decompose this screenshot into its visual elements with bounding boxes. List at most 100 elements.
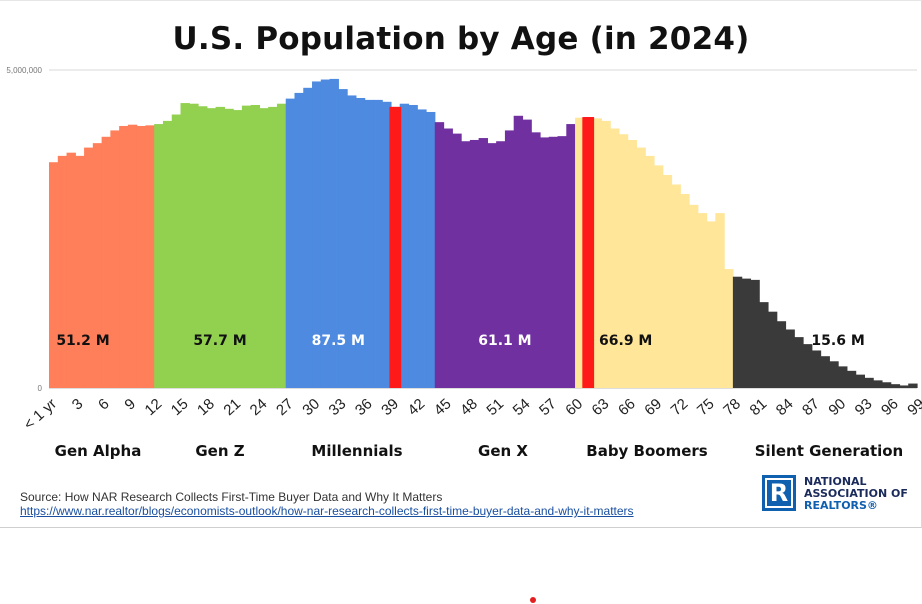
- generation-name: Baby Boomers: [586, 442, 708, 460]
- bar: [206, 108, 217, 388]
- bar: [689, 204, 699, 388]
- bar: [794, 337, 804, 388]
- bar: [811, 350, 822, 388]
- x-tick-label: 99: [904, 395, 922, 419]
- bar: [829, 361, 839, 388]
- bar: [653, 165, 664, 388]
- bar: [899, 385, 909, 388]
- bar: [426, 111, 436, 388]
- bar: [750, 279, 760, 388]
- population-chart: 0 5,000,000 51.2 M Gen Alpha 57.7 M Gen Z 87.5…: [6, 66, 922, 460]
- source-text: Source: How NAR Research Collects First-…: [20, 490, 443, 504]
- x-tick-label: 87: [799, 395, 823, 419]
- bar: [671, 184, 681, 388]
- bar: [382, 101, 392, 389]
- x-tick-label: 27: [273, 395, 297, 419]
- x-tick-label: 84: [773, 395, 797, 419]
- x-tick-label: 81: [747, 395, 771, 419]
- bar: [347, 95, 357, 388]
- generation-name: Millennials: [311, 442, 402, 460]
- highlight-bar: [582, 117, 595, 388]
- bar: [145, 125, 155, 388]
- x-tick-label: 3: [69, 395, 87, 413]
- bar: [776, 321, 787, 388]
- bar: [697, 213, 708, 388]
- realtor-logo-icon: R: [762, 475, 796, 511]
- bar: [224, 108, 234, 389]
- bar: [101, 136, 111, 388]
- x-tick-label: 9: [121, 395, 139, 413]
- x-tick-label: 51: [483, 395, 507, 419]
- source-link[interactable]: https://www.nar.realtor/blogs/economists…: [20, 504, 634, 518]
- bar: [803, 344, 813, 388]
- bar: [92, 143, 103, 388]
- bar: [250, 104, 261, 388]
- x-tick-label: 78: [720, 395, 744, 419]
- bar: [522, 119, 532, 389]
- bar: [566, 124, 576, 388]
- bar: [180, 103, 190, 388]
- bar: [513, 115, 524, 388]
- bar: [478, 138, 488, 388]
- series-total-label: 66.9 M: [599, 333, 652, 349]
- bar: [908, 383, 918, 388]
- bar: [732, 276, 743, 388]
- bar: [881, 382, 892, 388]
- x-tick-label: 45: [431, 395, 455, 419]
- bar: [504, 130, 515, 389]
- x-tick-label: 66: [615, 395, 639, 419]
- bar: [820, 356, 830, 388]
- bar: [136, 125, 147, 388]
- generation-name: Gen Z: [195, 442, 244, 460]
- bar: [785, 329, 795, 388]
- x-tick-label: 57: [536, 395, 560, 419]
- bar: [320, 79, 331, 388]
- bar: [443, 128, 453, 388]
- x-tick-label: 6: [95, 395, 113, 413]
- generation-name: Silent Generation: [755, 442, 903, 460]
- bar: [57, 155, 68, 388]
- bar: [592, 118, 602, 388]
- bar: [49, 162, 59, 388]
- bar: [864, 377, 874, 388]
- bar: [268, 106, 278, 388]
- highlight-bar: [389, 106, 402, 388]
- logo-line-2: ASSOCIATION OF: [804, 487, 908, 500]
- bar: [767, 311, 778, 388]
- bar: [417, 109, 427, 389]
- bar: [154, 124, 164, 388]
- bar: [469, 139, 480, 388]
- bar: [119, 125, 129, 388]
- series-total-label: 87.5 M: [312, 333, 365, 349]
- x-tick-label: 36: [352, 395, 376, 419]
- bar: [215, 106, 225, 388]
- bar: [680, 194, 690, 388]
- bar: [855, 374, 865, 388]
- x-tick-label: 21: [220, 395, 244, 419]
- bar: [434, 122, 445, 389]
- bar: [531, 132, 541, 388]
- y-tick-label: 5,000,000: [6, 66, 42, 75]
- bar: [610, 128, 620, 388]
- logo-line-3: REALTORS®: [804, 499, 878, 512]
- x-tick-label: 33: [326, 395, 350, 419]
- x-tick-label: 39: [378, 395, 402, 419]
- bar: [496, 141, 506, 388]
- x-tick-label: < 1 yr: [21, 395, 61, 433]
- bar: [838, 366, 848, 388]
- x-tick-label: 24: [247, 395, 271, 419]
- bar: [171, 114, 182, 389]
- bar: [355, 97, 366, 388]
- bar: [539, 137, 550, 388]
- series-total-label: 15.6 M: [811, 333, 864, 349]
- x-tick-label: 60: [562, 395, 586, 419]
- x-tick-label: 90: [825, 395, 849, 419]
- bar: [198, 106, 208, 388]
- bar: [373, 99, 383, 388]
- generation-name: Gen X: [478, 442, 528, 460]
- chart-title: U.S. Population by Age (in 2024): [172, 21, 750, 57]
- bar: [636, 147, 646, 388]
- bar: [312, 81, 322, 388]
- bar: [601, 120, 611, 388]
- bar: [399, 103, 410, 389]
